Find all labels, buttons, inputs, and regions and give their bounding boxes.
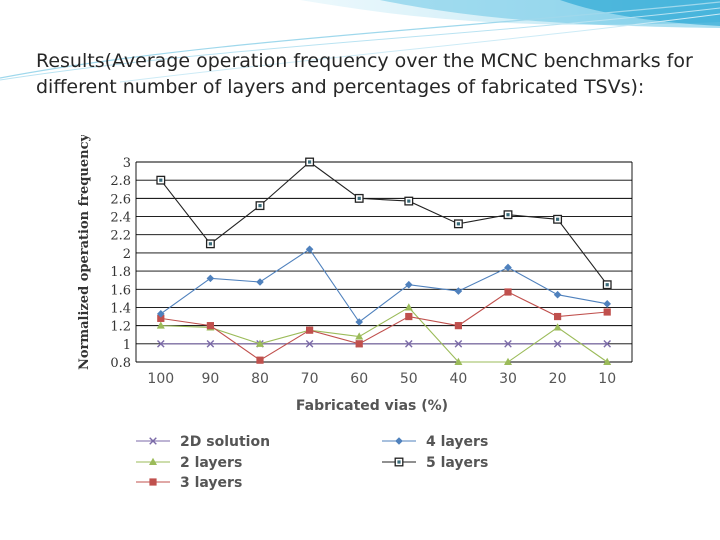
data-point	[156, 175, 166, 185]
data-point	[454, 357, 463, 365]
y-tick-label: 1.8	[110, 265, 131, 280]
data-point	[503, 210, 513, 220]
data-point	[454, 322, 462, 330]
data-point	[149, 457, 157, 465]
header-wave-decoration	[0, 0, 720, 83]
y-tick-label: 2.2	[110, 229, 131, 244]
data-point	[553, 323, 562, 331]
data-point	[256, 278, 264, 286]
x-tick-label: 10	[598, 371, 616, 387]
y-tick-label: 1.6	[110, 283, 131, 298]
legend-label: 2 layers	[180, 455, 242, 471]
data-point	[404, 303, 413, 311]
y-tick-label: 2	[123, 247, 131, 262]
data-point	[405, 312, 413, 321]
y-tick-label: 2.8	[110, 174, 131, 189]
data-point	[306, 326, 314, 334]
data-point	[157, 314, 165, 322]
legend-label: 2D solution	[180, 434, 270, 450]
slide-text: Results(Average operation frequency over…	[36, 50, 693, 98]
series-line	[160, 248, 608, 323]
data-point	[149, 478, 157, 486]
line-chart: 0.8 1 1.2 1.4 1.6 1.8 2 2.2 2.4 2.6 2.8 3 100 90 80 70 6…	[60, 135, 650, 495]
data-point	[206, 274, 215, 283]
data-point	[305, 340, 314, 348]
y-tick-label: 1	[123, 338, 131, 353]
data-point	[206, 340, 215, 348]
series-line	[160, 161, 608, 286]
y-axis-label: Normalized operation frequency	[77, 135, 92, 370]
data-point	[504, 288, 512, 296]
data-point	[602, 280, 612, 290]
series-line	[160, 291, 608, 361]
y-tick-label: 1.4	[110, 301, 131, 316]
legend-item: 4 layers	[382, 434, 488, 450]
x-tick-label: 80	[251, 371, 269, 387]
data-point	[554, 312, 562, 321]
series-5-layers	[156, 157, 612, 290]
y-tick-label: 0.8	[110, 356, 131, 371]
data-point	[603, 300, 611, 308]
data-point	[553, 290, 562, 299]
data-point	[205, 239, 215, 249]
data-point	[504, 357, 512, 365]
data-point	[206, 322, 214, 330]
legend-item: 5 layers	[382, 455, 488, 471]
y-tick-label: 3	[123, 156, 131, 171]
data-point	[355, 340, 363, 348]
data-point	[256, 339, 264, 347]
data-point	[404, 196, 414, 206]
y-tick-label: 2.4	[110, 211, 131, 226]
x-tick-label: 90	[201, 371, 219, 387]
data-point	[157, 340, 165, 348]
axis-layer: 0.8 1 1.2 1.4 1.6 1.8 2 2.2 2.4 2.6 2.8 3 100 90 80 70 6…	[110, 156, 633, 387]
legend: 2D solution 2 layers 3 layers 4 layers 5 lay…	[136, 434, 488, 491]
data-point	[553, 214, 563, 224]
series-2d-solution	[157, 340, 611, 348]
legend-label: 3 layers	[180, 475, 242, 491]
series-line	[160, 306, 608, 363]
data-point	[305, 157, 315, 167]
data-point	[405, 340, 413, 348]
data-point	[355, 318, 363, 326]
data-point	[156, 321, 165, 329]
data-point	[149, 437, 157, 445]
y-tick-label: 1.2	[110, 320, 131, 335]
data-point	[256, 356, 264, 364]
x-tick-label: 20	[549, 371, 567, 387]
data-point	[553, 340, 562, 348]
data-point	[394, 457, 404, 467]
data-point	[504, 263, 512, 272]
x-tick-label: 100	[147, 371, 174, 387]
data-point	[453, 219, 463, 229]
data-point	[395, 437, 403, 445]
legend-label: 4 layers	[426, 434, 488, 450]
data-point	[355, 332, 364, 340]
x-tick-label: 70	[301, 371, 319, 387]
x-tick-label: 60	[350, 371, 368, 387]
data-point	[454, 340, 463, 348]
data-point	[255, 201, 265, 211]
x-tick-label: 50	[400, 371, 418, 387]
x-axis-label: Fabricated vias (%)	[296, 398, 448, 414]
data-point	[603, 357, 612, 365]
data-point	[405, 280, 413, 289]
y-tick-label: 2.6	[110, 192, 131, 207]
legend-item: 2D solution	[136, 434, 270, 450]
series-layer	[156, 157, 612, 365]
legend-item: 3 layers	[136, 475, 242, 491]
x-tick-label: 40	[449, 371, 467, 387]
series-3-layers	[157, 288, 611, 364]
data-point	[354, 193, 364, 203]
legend-label: 5 layers	[426, 455, 488, 471]
x-tick-label: 30	[499, 371, 517, 387]
data-point	[454, 287, 463, 295]
legend-item: 2 layers	[136, 455, 242, 471]
data-point	[603, 340, 611, 348]
data-point	[305, 245, 314, 254]
data-point	[603, 308, 611, 316]
data-point	[504, 340, 512, 348]
chart-figure: 0.8 1 1.2 1.4 1.6 1.8 2 2.2 2.4 2.6 2.8 3 100 90 80 70 6…	[60, 135, 650, 495]
